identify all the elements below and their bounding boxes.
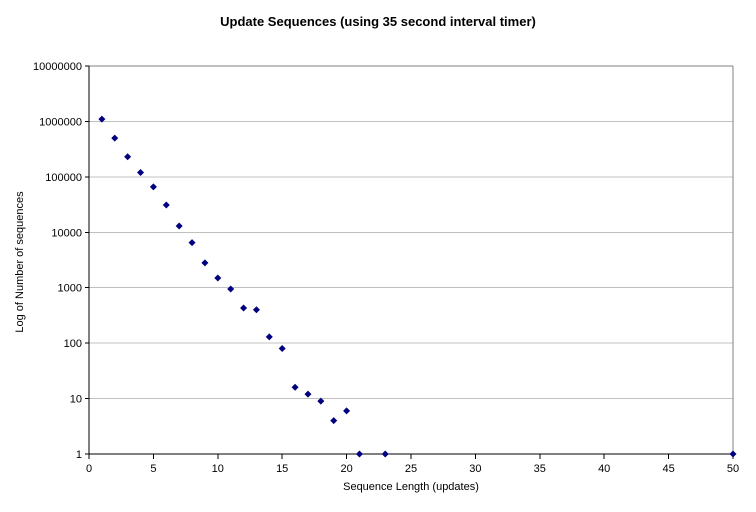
data-point (98, 115, 106, 123)
y-tick-label: 100000 (45, 172, 82, 184)
x-tick-label: 10 (212, 463, 224, 475)
data-point (317, 397, 325, 405)
data-point (137, 168, 145, 176)
data-point (227, 285, 235, 293)
x-tick-label: 40 (598, 463, 610, 475)
data-point (149, 183, 157, 191)
data-point (214, 274, 222, 282)
data-point (343, 407, 351, 415)
x-tick-label: 5 (150, 463, 156, 475)
data-point (355, 450, 363, 458)
y-tick-label: 1000 (58, 283, 82, 295)
x-tick-label: 15 (276, 463, 288, 475)
x-tick-label: 25 (405, 463, 417, 475)
y-tick-label: 1000000 (39, 116, 82, 128)
data-point (252, 306, 260, 314)
data-point (278, 345, 286, 353)
data-point (330, 417, 338, 425)
x-tick-label: 30 (469, 463, 481, 475)
data-point (729, 450, 737, 458)
x-tick-label: 50 (727, 463, 739, 475)
y-tick-label: 10000000 (33, 61, 82, 73)
data-point (304, 390, 312, 398)
data-point (381, 450, 389, 458)
data-point (188, 239, 196, 247)
x-tick-label: 45 (662, 463, 674, 475)
y-tick-label: 1 (76, 449, 82, 461)
data-point (265, 333, 273, 341)
data-point (124, 153, 132, 161)
x-tick-label: 0 (86, 463, 92, 475)
y-tick-label: 10000 (51, 227, 82, 239)
data-point (162, 201, 170, 209)
data-point (175, 222, 183, 230)
x-tick-label: 35 (534, 463, 546, 475)
data-point (201, 259, 209, 267)
y-axis-title: Log of Number of sequences (14, 191, 26, 333)
data-point (240, 304, 248, 312)
x-tick-label: 20 (340, 463, 352, 475)
chart-title: Update Sequences (using 35 second interv… (220, 14, 536, 29)
data-point (111, 134, 119, 142)
data-point (291, 383, 299, 391)
x-axis-title: Sequence Length (updates) (343, 481, 479, 493)
y-tick-label: 100 (64, 338, 82, 350)
y-tick-label: 10 (70, 394, 82, 406)
